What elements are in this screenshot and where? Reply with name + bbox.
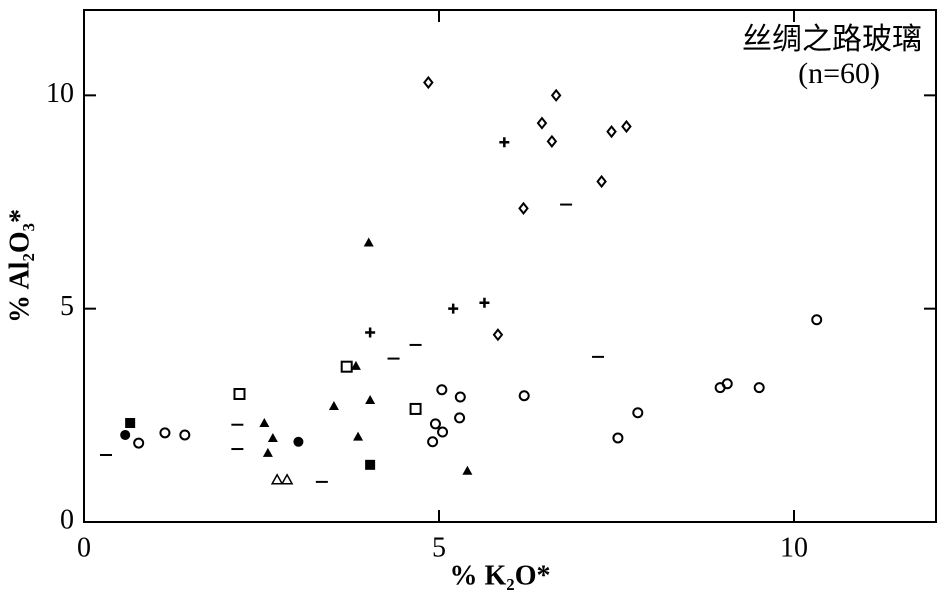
- point: [753, 382, 765, 394]
- point: [259, 418, 270, 428]
- y-axis-label: % Al₂O₃*: [4, 209, 35, 323]
- point: [546, 134, 558, 149]
- point: [454, 412, 466, 424]
- point: [499, 137, 510, 148]
- point: [437, 426, 449, 438]
- point: [270, 473, 284, 485]
- x-tick-label: 5: [432, 532, 446, 563]
- point: [518, 201, 529, 216]
- point: [280, 473, 294, 485]
- point: [353, 431, 364, 441]
- point: [462, 465, 473, 475]
- point: [125, 418, 136, 429]
- point: [448, 303, 459, 314]
- point: [429, 418, 441, 430]
- point: [632, 407, 644, 419]
- point: [536, 116, 548, 130]
- point: [518, 390, 530, 402]
- point: [340, 360, 353, 373]
- point: [365, 327, 376, 338]
- point: [479, 297, 490, 308]
- point: [328, 400, 339, 410]
- plot-frame: [83, 9, 937, 523]
- y-tick-label: 5: [60, 291, 74, 322]
- chart-title: 丝绸之路玻璃: [742, 23, 922, 56]
- point: [621, 119, 632, 134]
- point: [409, 402, 422, 415]
- point: [159, 427, 171, 439]
- point: [811, 314, 823, 326]
- y-tick-label: 0: [60, 504, 74, 535]
- x-axis-label: % K₂O*: [450, 560, 551, 591]
- point: [133, 437, 145, 449]
- x-tick-label: 0: [77, 532, 91, 563]
- point: [350, 360, 361, 370]
- point: [436, 384, 448, 396]
- point: [423, 75, 434, 90]
- point: [427, 436, 439, 448]
- point: [721, 378, 733, 390]
- y-tick-label: 10: [46, 78, 74, 109]
- point: [606, 124, 617, 139]
- point: [365, 459, 376, 470]
- x-tick-label: 10: [780, 532, 808, 563]
- point: [550, 88, 562, 102]
- point: [612, 432, 624, 444]
- point: [179, 429, 191, 441]
- point: [363, 237, 374, 247]
- point: [120, 429, 131, 440]
- point: [596, 174, 607, 189]
- point: [267, 432, 278, 442]
- point: [365, 394, 376, 404]
- point: [293, 436, 304, 447]
- chart-subtitle: (n=60): [798, 57, 880, 90]
- point: [454, 391, 466, 403]
- point: [233, 388, 246, 400]
- point: [492, 328, 504, 342]
- point: [262, 447, 273, 457]
